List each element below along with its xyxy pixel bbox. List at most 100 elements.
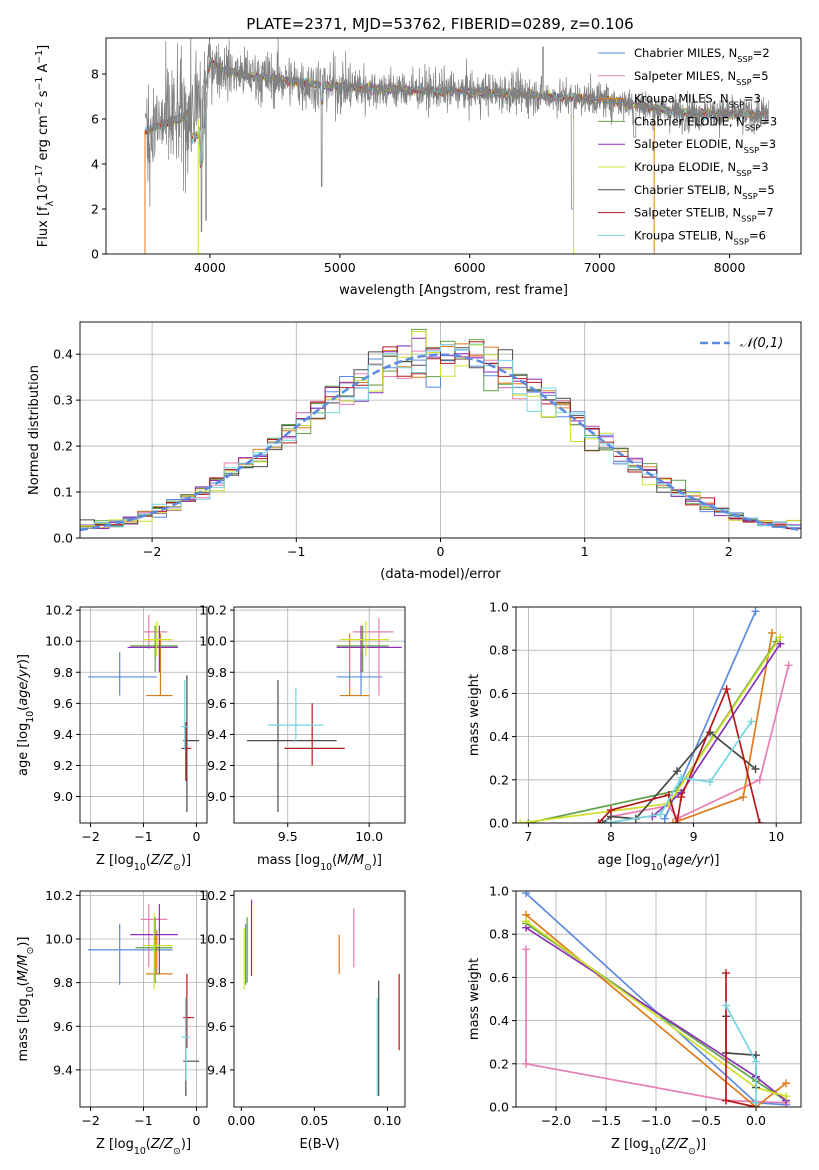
y-axis-label: mass [log10(M/M⊙)] — [16, 937, 36, 1062]
y-tick-label: 8 — [91, 67, 99, 82]
x-tick-label: 9.5 — [278, 829, 298, 844]
x-tick-label: 8 — [607, 829, 615, 844]
y-tick-label: 9.4 — [207, 1062, 227, 1077]
x-tick-label: −1 — [134, 829, 152, 844]
axes-frame — [79, 606, 208, 824]
figure-title: PLATE=2371, MJD=53762, FIBERID=0289, z=0… — [246, 15, 633, 33]
x-tick-label: −2 — [143, 544, 161, 559]
y-tick-label: 6 — [91, 112, 99, 127]
axes-frame — [79, 890, 208, 1108]
x-tick-label: 0 — [192, 829, 200, 844]
plus-marker — [722, 1096, 730, 1105]
plus-marker — [668, 819, 677, 823]
mass-weight-series-line — [651, 643, 782, 818]
y-tick-label: 1.0 — [489, 600, 509, 615]
histograms — [80, 328, 801, 532]
histogram-step-line — [80, 343, 801, 530]
x-tick-label: −2 — [81, 1113, 99, 1128]
y-tick-label: 9.8 — [207, 975, 227, 990]
y-tick-label: 10.0 — [199, 634, 227, 649]
x-axis-label: (data-model)/error — [380, 567, 501, 582]
y-tick-label: 0.6 — [489, 970, 509, 985]
plus-marker — [607, 806, 615, 815]
x-tick-label: 0.00 — [227, 1113, 255, 1128]
x-tick-label: 5000 — [324, 260, 356, 275]
errorbars — [87, 614, 200, 813]
y-tick-label: 2 — [91, 202, 99, 217]
plus-marker — [602, 819, 611, 823]
y-tick-label: 9.6 — [207, 696, 227, 711]
mass-weight-series-line — [663, 610, 757, 820]
plus-marker — [747, 717, 756, 726]
y-tick-label: 0.0 — [489, 816, 509, 831]
y-tick-label: 10.2 — [199, 888, 227, 903]
plus-marker — [660, 814, 669, 823]
y-tick-label: 0.2 — [489, 1056, 509, 1071]
plus-marker — [768, 628, 777, 637]
y-tick-label: 10.2 — [45, 603, 73, 618]
y-tick-label: 10.2 — [199, 603, 227, 618]
legend-entry: Salpeter STELIB, NSSP=7 — [634, 206, 774, 224]
x-tick-label: 0.05 — [300, 1113, 328, 1128]
y-tick-label: 0.4 — [53, 347, 73, 362]
x-tick-label: 0 — [192, 1113, 200, 1128]
x-tick-label: 8000 — [714, 260, 746, 275]
y-tick-label: 10.2 — [45, 888, 73, 903]
y-tick-label: 0.3 — [53, 393, 73, 408]
plus-marker — [751, 765, 760, 773]
x-axis-label: age [log10(age/yr)] — [597, 853, 719, 873]
mass-weight-series-line — [672, 632, 773, 823]
plus-marker — [776, 633, 785, 642]
x-axis-label: Z [log10(Z/Z⊙)] — [96, 853, 191, 873]
legend-entry: 𝒩(0,1) — [740, 336, 783, 351]
x-tick-label: −1 — [287, 544, 305, 559]
plus-marker — [656, 810, 665, 819]
plus-marker — [677, 793, 686, 802]
x-axis-label: E(B-V) — [299, 1137, 339, 1152]
axes-frame — [233, 606, 406, 824]
legend: Chabrier MILES, NSSP=2 Salpeter MILES, NS… — [598, 46, 777, 246]
plus-marker — [522, 891, 530, 898]
axes-frame — [515, 606, 802, 824]
plus-marker — [752, 1057, 760, 1066]
mass-vs-metallicity-panel: −2 −1 0 9.4 9.6 9.8 10.0 10.2 Z [log10(Z/Z⊙)] mas… — [16, 888, 208, 1157]
x-tick-label: −1.5 — [591, 1113, 621, 1128]
plus-marker — [516, 819, 525, 823]
gaussian-curve — [80, 353, 801, 532]
plus-marker — [522, 945, 530, 954]
y-tick-label: 9.8 — [53, 665, 73, 680]
spectrum-panel: 4000 5000 6000 7000 8000 0 2 4 6 8 Chabrier MILES,… — [34, 37, 802, 298]
mass-weight-series-line — [519, 636, 782, 823]
y-tick-label: 0.0 — [489, 1100, 509, 1115]
x-axis-label: mass [log10(M/M⊙)] — [257, 853, 382, 873]
x-tick-label: 10 — [768, 829, 784, 844]
x-tick-label: 0.10 — [374, 1113, 402, 1128]
legend-entry: Salpeter ELODIE, NSSP=3 — [634, 137, 776, 155]
y-tick-label: 4 — [91, 157, 99, 172]
plus-marker — [751, 607, 760, 616]
legend-entry: Kroupa STELIB, NSSP=6 — [634, 228, 766, 246]
x-tick-label: −2.0 — [541, 1113, 571, 1128]
axes-frame — [515, 890, 802, 1108]
y-tick-label: 9.4 — [53, 727, 73, 742]
y-tick-label: 0.4 — [489, 729, 509, 744]
legend-entry: Kroupa ELODIE, NSSP=3 — [634, 160, 769, 178]
mass-vs-ebv-panel: 0.00 0.05 0.10 9.4 9.6 9.8 10.0 10.2 E(B-V) — [199, 888, 406, 1152]
y-tick-label: 9.0 — [53, 789, 73, 804]
x-tick-label: −0.5 — [691, 1113, 721, 1128]
x-axis-label: Z [log10(Z/Z⊙)] — [611, 1137, 706, 1157]
y-tick-label: 9.2 — [53, 758, 73, 773]
y-tick-label: 9.8 — [53, 975, 73, 990]
mass-weight-series-line — [525, 914, 787, 1107]
plus-marker — [722, 1001, 730, 1010]
y-tick-label: 9.4 — [53, 1062, 73, 1077]
plus-marker — [755, 775, 764, 784]
axes-frame — [233, 890, 406, 1108]
x-tick-label: −1.0 — [641, 1113, 671, 1128]
y-tick-label: 9.4 — [207, 727, 227, 742]
mass-weight-vs-metallicity-panel: −2.0 −1.5 −1.0 −0.5 0.0 0.0 0.2 0.4 0.6 0.8 1.0 Z [… — [467, 884, 802, 1157]
axes-frame — [105, 37, 802, 255]
y-tick-label: 9.6 — [53, 696, 73, 711]
mass-weight-series-line — [602, 731, 757, 823]
mass-weight-series-line — [725, 973, 757, 1107]
